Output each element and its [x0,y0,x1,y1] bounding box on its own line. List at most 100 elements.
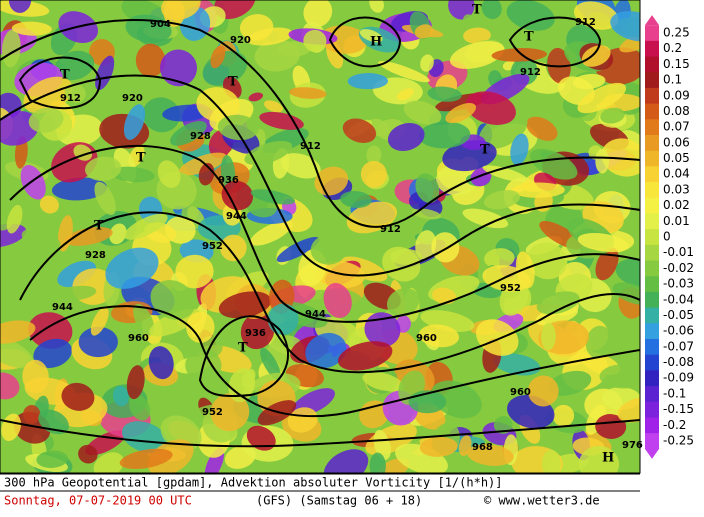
field-blob [541,322,556,351]
colorbar-swatch [645,103,659,120]
field-blob [482,165,528,183]
colorbar-swatch [645,229,659,246]
contour-label: 912 [380,224,401,235]
colorbar-label: -0.15 [663,402,694,416]
field-blob [0,372,20,400]
field-blob [511,182,565,198]
footer-model: (GFS) (Samstag 06 + 18) [256,494,422,508]
field-blob [57,215,73,252]
footer-date: Sonntag, 07-07-2019 00 UTC [4,494,192,508]
field-blob [585,404,607,435]
field-blob [64,83,86,103]
footer-title: 300 hPa Geopotential [gpdam], Advektion … [4,476,503,490]
geopotential-contours [0,16,640,448]
field-blob [337,341,393,371]
field-blob [85,156,122,181]
field-blob [366,145,382,165]
colorbar-label: -0.04 [663,292,694,306]
field-blob [21,228,61,251]
field-blob [541,449,561,473]
field-blob [577,233,629,253]
contour-label: 936 [245,328,266,339]
field-blob [22,359,49,394]
contour-label: 944 [226,211,247,222]
field-blob [362,371,404,392]
field-blob [465,91,516,125]
field-blob [260,347,281,380]
field-blob [220,234,247,262]
field-blob [11,21,52,36]
field-blob [0,335,34,369]
field-blob [39,195,59,214]
colorbar-label: 0.01 [663,214,690,228]
low-marker: T [238,341,248,356]
field-blob [418,324,460,348]
field-blob [61,382,95,411]
field-blob [462,208,509,229]
vorticity-field [0,0,640,473]
contour-label: 960 [416,333,437,344]
field-blob [506,0,555,31]
colorbar-swatch [645,87,659,105]
colorbar-label: 0.07 [663,120,690,134]
colorbar-swatch [645,323,659,340]
contour-label: 952 [500,283,521,294]
colorbar-arrow-bottom [645,448,659,459]
field-blob [110,166,155,183]
contour-label: 960 [510,387,531,398]
field-blob [221,180,254,211]
field-blob [119,448,173,470]
field-blob [123,213,168,240]
field-blob [33,338,72,368]
field-blob [23,405,41,424]
field-blob [493,416,513,434]
field-blob [310,234,348,265]
field-blob [244,140,293,165]
colorbar-swatch [645,119,659,136]
field-blob [259,111,304,130]
contour-label: 912 [575,17,596,28]
field-blob [305,332,347,369]
field-blob [595,414,627,439]
field-blob [382,246,421,282]
colorbar-label: 0.06 [663,135,690,149]
field-blob [420,54,434,72]
field-blob [484,248,515,269]
field-blob [157,160,181,188]
field-blob [448,0,475,20]
colorbar-label: 0.2 [663,41,682,55]
low-marker: T [228,75,238,90]
field-blob [547,370,592,396]
colorbar-label: -0.2 [663,418,686,432]
colorbar-swatch [645,166,659,183]
field-blob [6,204,23,234]
field-blob [601,138,640,177]
field-blob [90,307,109,336]
field-blob [162,104,209,122]
colorbar-label: -0.1 [663,386,686,400]
field-blob [61,241,103,266]
field-blob [483,190,521,210]
field-blob [526,116,558,141]
field-blob [303,29,327,52]
field-blob [595,148,610,174]
field-blob [552,404,575,427]
contour-label: 920 [122,93,143,104]
colorbar-swatch [645,370,659,387]
field-blob [210,45,226,69]
contour-label: 952 [202,407,223,418]
field-blob [585,325,612,359]
colorbar-swatch [645,307,659,324]
field-blob [463,27,491,44]
field-blob [57,285,97,301]
contour-label: 912 [60,93,81,104]
field-blob [109,223,127,245]
field-blob [178,152,227,176]
field-blob [112,385,129,407]
field-blob [470,167,492,187]
field-blob [123,104,146,140]
field-blob [340,191,372,208]
colorbar-arrow-top [645,15,659,26]
field-blob [386,288,420,317]
field-blob [491,48,547,62]
